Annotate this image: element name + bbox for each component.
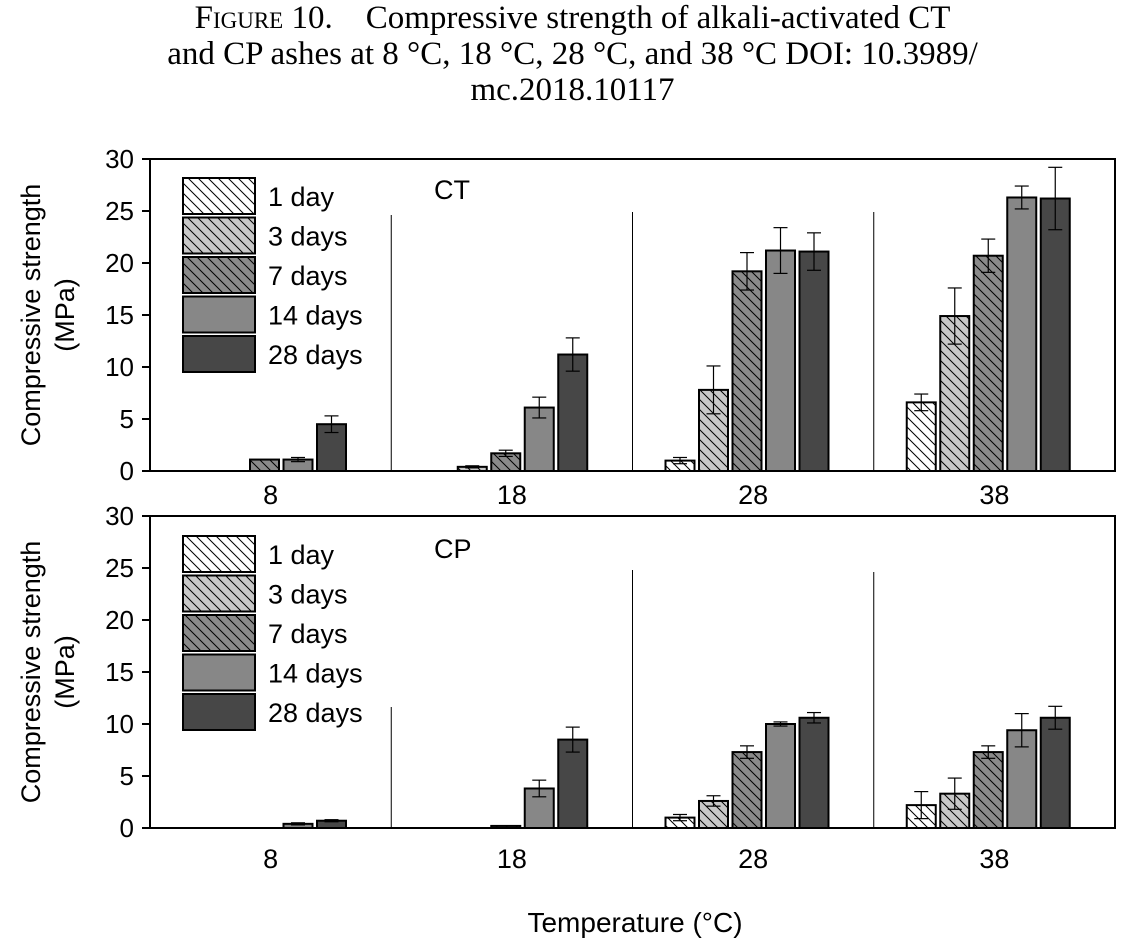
- y-tick-label: 15: [105, 300, 134, 330]
- y-axis-label-line: Compressive strength: [16, 541, 46, 804]
- y-tick-label: 5: [120, 404, 134, 434]
- x-tick-label: 18: [497, 844, 527, 874]
- legend-label: 14 days: [268, 301, 363, 331]
- x-tick-label: 8: [263, 844, 278, 874]
- legend-item: 14 days: [182, 653, 363, 692]
- y-axis-label: Compressive strength (MPa): [16, 184, 80, 447]
- x-tick-label: 18: [497, 480, 527, 510]
- panel-label: CP: [434, 534, 472, 564]
- caption-line-1: Figure 10. Compressive strength of alkal…: [0, 0, 1145, 36]
- legend-item: 7 days: [182, 614, 348, 652]
- bar-28-days-28: [798, 716, 830, 830]
- y-tick-label: 30: [105, 501, 134, 531]
- legend-item: 28 days: [182, 693, 363, 731]
- caption-line-2: and CP ashes at 8 °C, 18 °C, 28 °C, and …: [167, 36, 978, 72]
- y-tick-label: 0: [120, 456, 134, 486]
- legend-item: 1 day: [182, 535, 335, 573]
- legend-label: 7 days: [268, 619, 348, 649]
- y-axis-label: Compressive strength (MPa): [16, 541, 80, 804]
- legend-item: 14 days: [182, 295, 363, 334]
- legend-swatch-hatch: [183, 615, 255, 651]
- legend-swatch: [182, 693, 256, 731]
- y-tick-label: 10: [105, 352, 134, 382]
- x-tick-label: 8: [263, 480, 278, 510]
- y-tick-label: 30: [105, 144, 134, 174]
- figure-label: Figure 10.: [194, 0, 333, 36]
- bar-14-days-28: [765, 723, 796, 829]
- bar-14-days-28: [765, 249, 796, 472]
- x-axis-label: Temperature (°C): [527, 907, 742, 938]
- legend-swatch-hatch: [183, 257, 255, 293]
- bar-28-days-28: [798, 250, 830, 472]
- panel-label: CT: [434, 175, 470, 205]
- y-tick-label: 10: [105, 709, 134, 739]
- legend-label: 28 days: [268, 698, 363, 728]
- y-axis-label-line: (MPa): [50, 635, 80, 709]
- legend-item: 7 days: [182, 256, 348, 294]
- bar-1-day-38-hatch: [906, 402, 936, 471]
- y-tick-label: 5: [120, 761, 134, 791]
- bar-14-days-38: [1006, 196, 1038, 472]
- bar-1-day-28-hatch: [665, 817, 695, 828]
- y-axis-label-line: (MPa): [50, 278, 80, 352]
- chart-panel-cp: 0 5 10 15 20 25 30 Compressive strength (MPa) 8 18…: [16, 501, 1116, 874]
- caption-line-3: mc.2018.10117: [470, 72, 675, 108]
- bar-7-days-38-hatch: [973, 752, 1003, 828]
- legend-item: 3 days: [182, 216, 348, 255]
- bar-7-days-18-hatch: [491, 825, 521, 828]
- legend-item: 28 days: [182, 335, 363, 373]
- y-tick-label: 20: [105, 605, 134, 635]
- legend-swatch: [182, 295, 256, 334]
- bar-1-day-28-hatch: [665, 460, 695, 471]
- legend-swatch-hatch: [183, 575, 255, 612]
- bar-3-days-18-hatch: [457, 466, 487, 471]
- bar-28-days-38: [1039, 716, 1071, 830]
- bar-7-days-28-hatch: [732, 752, 762, 828]
- legend-swatch-hatch: [183, 536, 255, 572]
- bar-7-days-38-hatch: [973, 255, 1003, 471]
- legend-swatch: [182, 653, 256, 692]
- caption-text-1: Compressive strength of alkali-activated…: [365, 0, 951, 36]
- y-tick-label: 15: [105, 657, 134, 687]
- bar-7-days-18-hatch: [491, 453, 521, 471]
- legend-swatch-hatch: [183, 178, 255, 214]
- legend-swatch: [182, 335, 256, 373]
- legend-label: 28 days: [268, 340, 363, 370]
- bar-7-days-28-hatch: [732, 271, 762, 471]
- bar-28-days-38: [1039, 197, 1071, 473]
- bar-28-days-18: [557, 738, 589, 829]
- legend-item: 1 day: [182, 177, 335, 215]
- legend-label: 1 day: [268, 182, 335, 212]
- bar-28-days-18: [557, 353, 589, 472]
- x-tick-label: 38: [979, 844, 1009, 874]
- legend-swatch-hatch: [183, 217, 255, 254]
- figure-caption: Figure 10. Compressive strength of alkal…: [0, 0, 1145, 125]
- y-tick-label: 25: [105, 196, 134, 226]
- x-tick-label: 28: [738, 480, 768, 510]
- legend-label: 7 days: [268, 261, 348, 291]
- legend-label: 3 days: [268, 580, 348, 610]
- x-tick-label: 38: [979, 480, 1009, 510]
- y-tick-label: 0: [120, 813, 134, 843]
- y-axis-label-line: Compressive strength: [16, 184, 46, 447]
- y-tick-label: 25: [105, 553, 134, 583]
- legend-label: 1 day: [268, 540, 335, 570]
- legend-label: 3 days: [268, 222, 348, 252]
- y-tick-label: 20: [105, 248, 134, 278]
- legend-item: 3 days: [182, 574, 348, 613]
- x-tick-label: 28: [738, 844, 768, 874]
- legend-label: 14 days: [268, 659, 363, 689]
- chart-panel-ct: 0 5 10 15 20 25 30 Compressive strength (MPa) 8 18…: [16, 144, 1116, 510]
- bar-7-days-8-hatch: [250, 459, 279, 471]
